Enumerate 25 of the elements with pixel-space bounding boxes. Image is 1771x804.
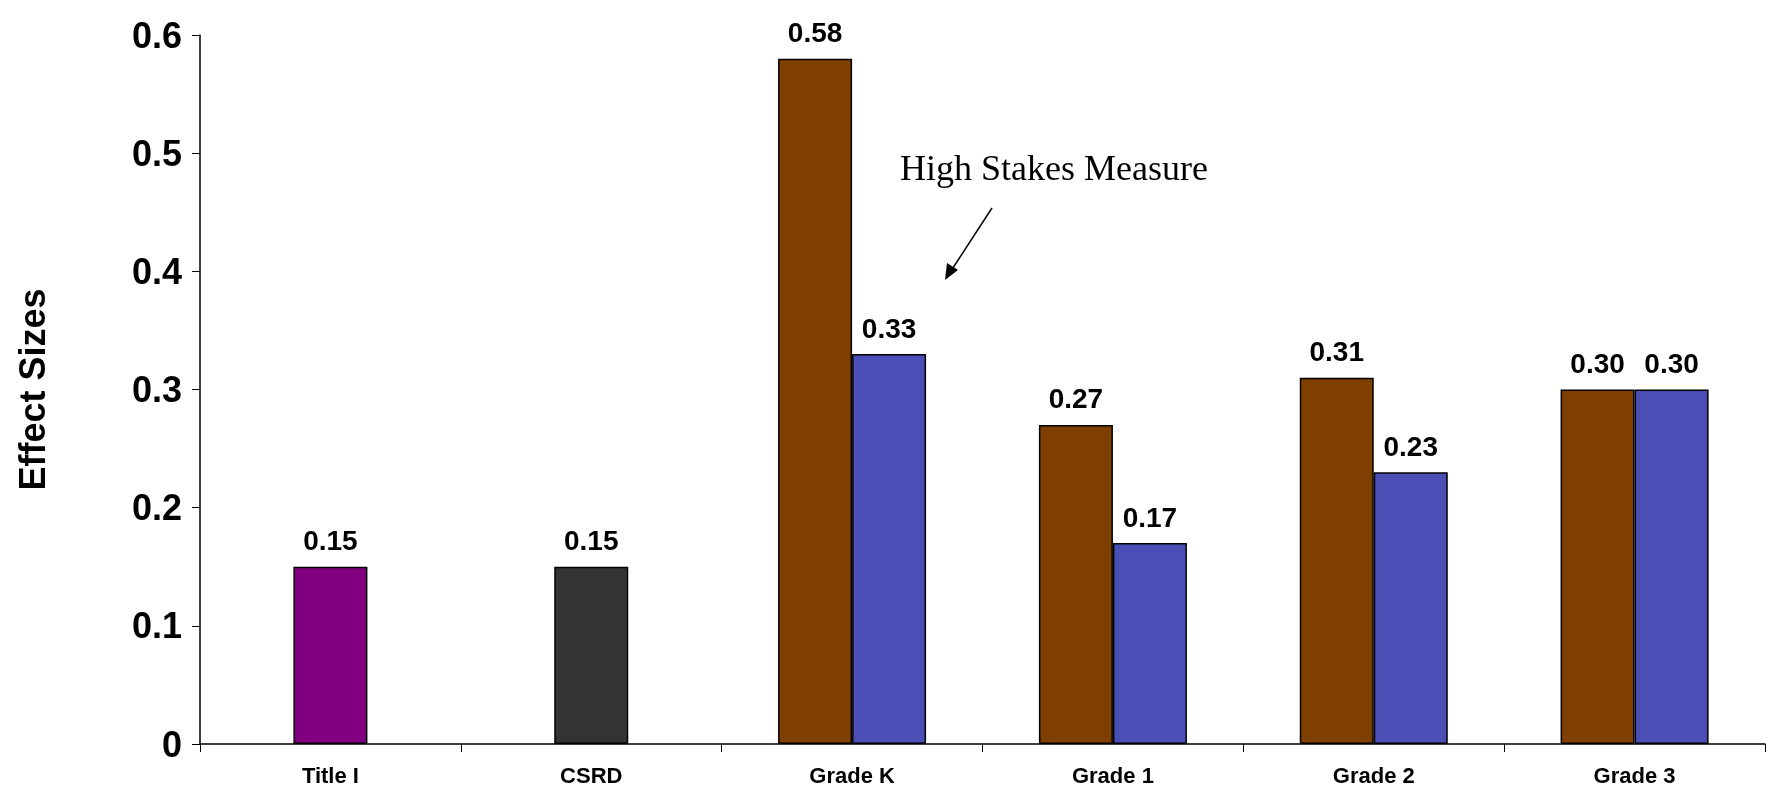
y-tick-label: 0.3 xyxy=(131,369,182,410)
y-tick-label: 0.5 xyxy=(131,132,182,174)
x-tick-label: Grade K xyxy=(809,762,895,788)
annotation: High Stakes Measure xyxy=(900,148,1208,188)
data-label: 0.31 xyxy=(1309,336,1364,368)
y-axis-title: Effect Sizes xyxy=(11,288,53,491)
data-label: 0.30 xyxy=(1644,348,1699,379)
x-tick-label: Title I xyxy=(301,762,359,788)
data-label: 0.33 xyxy=(861,312,917,344)
data-label: 0.15 xyxy=(303,525,358,557)
data-label: 0.30 xyxy=(1570,348,1625,379)
x-tick-label: CSRD xyxy=(560,762,623,788)
data-label: 0.15 xyxy=(564,525,619,557)
y-tick-label: 0.6 xyxy=(131,14,182,56)
data-label: 0.27 xyxy=(1048,383,1104,415)
y-tick-label: 0.4 xyxy=(131,250,182,292)
x-tick-label: Grade 2 xyxy=(1332,762,1415,788)
data-label: 0.23 xyxy=(1383,430,1438,462)
y-tick-label: 0 xyxy=(161,723,182,765)
x-tick-label: Grade 3 xyxy=(1593,762,1676,788)
y-tick-label: 0.2 xyxy=(131,487,182,529)
data-label: 0.58 xyxy=(787,17,843,49)
x-tick-label: Grade 1 xyxy=(1071,762,1154,788)
data-label: 0.17 xyxy=(1122,501,1178,533)
y-tick-label: 0.1 xyxy=(131,605,182,647)
